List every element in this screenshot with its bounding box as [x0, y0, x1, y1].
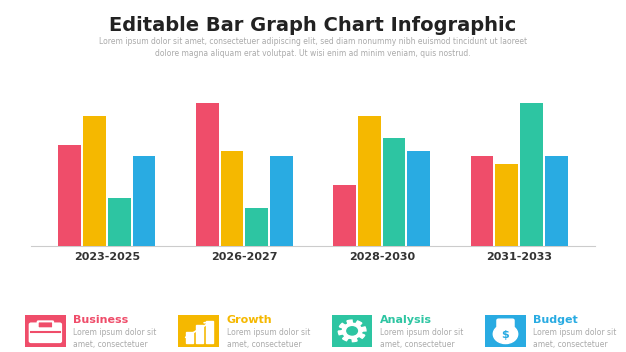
Bar — [206, 321, 213, 343]
Bar — [245, 208, 268, 246]
Text: Budget: Budget — [533, 315, 578, 325]
FancyBboxPatch shape — [38, 321, 53, 328]
Text: Lorem ipsum dolor sit amet, consectetuer adipiscing elit, sed diam nonummy nibh : Lorem ipsum dolor sit amet, consectetuer… — [99, 37, 527, 58]
Bar — [471, 156, 493, 246]
Text: Business: Business — [73, 315, 128, 325]
Bar — [382, 138, 406, 246]
Bar — [270, 156, 293, 246]
Bar — [196, 103, 218, 246]
Bar — [520, 103, 543, 246]
Bar — [408, 151, 430, 246]
Text: Lorem ipsum dolor sit
amet, consectetuer: Lorem ipsum dolor sit amet, consectetuer — [227, 328, 310, 349]
Bar — [196, 326, 203, 343]
Text: Lorem ipsum dolor sit
amet, consectetuer: Lorem ipsum dolor sit amet, consectetuer — [380, 328, 463, 349]
Bar — [220, 151, 244, 246]
Text: Growth: Growth — [227, 315, 272, 325]
Text: Lorem ipsum dolor sit
amet, consectetuer: Lorem ipsum dolor sit amet, consectetuer — [73, 328, 156, 349]
Text: Lorem ipsum dolor sit
amet, consectetuer: Lorem ipsum dolor sit amet, consectetuer — [533, 328, 617, 349]
FancyBboxPatch shape — [29, 323, 61, 342]
Circle shape — [493, 325, 518, 344]
Bar — [58, 145, 81, 246]
Bar — [545, 156, 568, 246]
Bar — [333, 186, 356, 246]
Text: Analysis: Analysis — [380, 315, 432, 325]
Bar — [358, 116, 381, 246]
Bar — [133, 156, 155, 246]
Bar — [83, 116, 106, 246]
FancyBboxPatch shape — [497, 319, 514, 327]
Bar — [108, 197, 131, 246]
Text: $: $ — [501, 330, 510, 340]
Bar — [495, 164, 518, 246]
Bar — [186, 332, 193, 343]
Polygon shape — [338, 320, 366, 342]
Text: Editable Bar Graph Chart Infographic: Editable Bar Graph Chart Infographic — [110, 16, 516, 35]
Circle shape — [347, 327, 357, 335]
